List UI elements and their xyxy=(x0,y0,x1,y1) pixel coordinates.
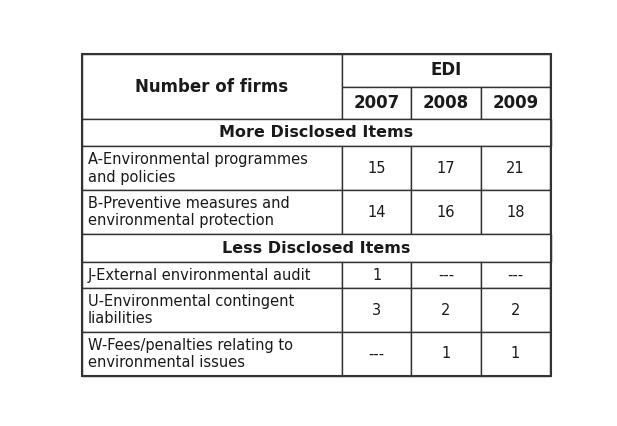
Text: 14: 14 xyxy=(367,205,386,220)
Text: B-Preventive measures and
environmental protection: B-Preventive measures and environmental … xyxy=(88,196,289,228)
Text: U-Environmental contingent
liabilities: U-Environmental contingent liabilities xyxy=(88,294,294,326)
Bar xyxy=(412,190,481,234)
Text: 3: 3 xyxy=(372,302,381,318)
Bar xyxy=(481,147,550,190)
Bar xyxy=(82,119,550,147)
Text: W-Fees/penalties relating to
environmental issues: W-Fees/penalties relating to environment… xyxy=(88,338,292,370)
Bar xyxy=(82,288,342,332)
Bar xyxy=(342,262,412,288)
Bar xyxy=(412,288,481,332)
Text: 2008: 2008 xyxy=(423,94,469,112)
Text: 15: 15 xyxy=(367,161,386,176)
Text: Number of firms: Number of firms xyxy=(135,78,289,95)
Bar xyxy=(412,262,481,288)
Text: J-External environmental audit: J-External environmental audit xyxy=(88,268,311,282)
Text: 18: 18 xyxy=(506,205,524,220)
Bar xyxy=(412,332,481,376)
Text: 1: 1 xyxy=(511,346,520,361)
Text: More Disclosed Items: More Disclosed Items xyxy=(219,125,413,140)
Text: 16: 16 xyxy=(437,205,455,220)
Bar xyxy=(82,147,342,190)
Text: A-Environmental programmes
and policies: A-Environmental programmes and policies xyxy=(88,152,307,184)
Bar xyxy=(481,262,550,288)
Text: 17: 17 xyxy=(437,161,455,176)
Bar xyxy=(82,332,342,376)
Bar xyxy=(342,86,412,119)
Bar xyxy=(481,190,550,234)
Text: 2007: 2007 xyxy=(354,94,400,112)
Text: EDI: EDI xyxy=(431,61,462,80)
Text: 2: 2 xyxy=(511,302,520,318)
Text: 2: 2 xyxy=(441,302,450,318)
Bar xyxy=(342,55,550,86)
Bar xyxy=(82,190,342,234)
Text: 21: 21 xyxy=(506,161,524,176)
Text: Less Disclosed Items: Less Disclosed Items xyxy=(222,241,410,256)
Text: 1: 1 xyxy=(441,346,450,361)
Text: ---: --- xyxy=(438,268,454,282)
Bar xyxy=(481,288,550,332)
Bar xyxy=(412,147,481,190)
Bar xyxy=(82,55,342,119)
Bar xyxy=(342,332,412,376)
Bar xyxy=(342,190,412,234)
Bar xyxy=(342,288,412,332)
Text: ---: --- xyxy=(368,346,385,361)
Bar xyxy=(412,86,481,119)
Bar xyxy=(82,234,550,262)
Text: 1: 1 xyxy=(372,268,381,282)
Bar xyxy=(481,86,550,119)
Bar xyxy=(82,262,342,288)
Text: ---: --- xyxy=(507,268,523,282)
Bar xyxy=(342,147,412,190)
Text: 2009: 2009 xyxy=(492,94,539,112)
Bar xyxy=(481,332,550,376)
